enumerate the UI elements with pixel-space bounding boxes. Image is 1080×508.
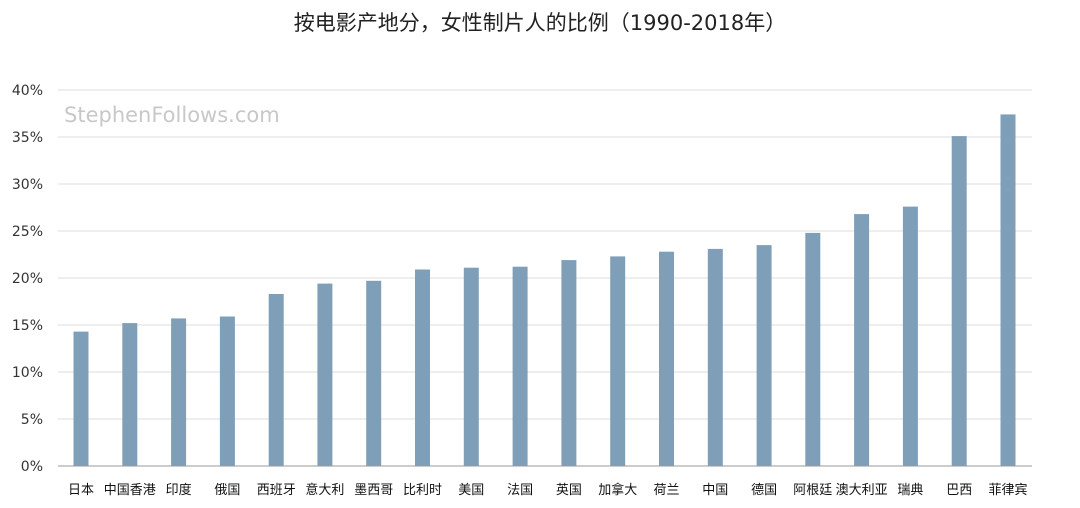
x-axis-categories: 日本 中国香港 印度 俄国 西班牙 意大利 墨西哥 比利时 美国 法国 英国 加拿大 荷兰 中国 德国 阿根廷… xyxy=(68,482,1028,498)
bar xyxy=(1000,114,1016,467)
x-category-label: 比利时 xyxy=(403,483,442,498)
bar xyxy=(756,245,772,466)
bar xyxy=(415,269,430,466)
bar xyxy=(171,318,187,466)
y-tick-label: 35% xyxy=(12,130,43,146)
chart-title: 按电影产地分，女性制片人的比例（1990-2018年） xyxy=(294,11,786,35)
bar xyxy=(73,331,89,466)
y-axis-ticks: 0% 5% 10% 15% 20% 25% 30% 35% 40% xyxy=(12,83,43,475)
x-category-label: 美国 xyxy=(458,483,484,498)
y-tick-label: 20% xyxy=(12,271,43,287)
x-category-label: 澳大利亚 xyxy=(836,482,888,498)
bar xyxy=(951,136,967,466)
gridlines xyxy=(58,89,1032,420)
x-category-label: 加拿大 xyxy=(598,482,637,498)
x-category-label: 西班牙 xyxy=(257,483,296,498)
y-tick-label: 10% xyxy=(12,365,43,381)
bar xyxy=(317,283,333,466)
bars xyxy=(73,114,1016,467)
x-category-label: 印度 xyxy=(166,482,192,498)
y-tick-label: 40% xyxy=(12,83,43,99)
bar xyxy=(122,323,138,466)
y-tick-label: 0% xyxy=(21,459,43,475)
x-category-label: 俄国 xyxy=(214,483,240,498)
y-tick-label: 5% xyxy=(21,412,43,428)
bar xyxy=(659,251,674,466)
x-category-label: 英国 xyxy=(556,483,582,498)
x-category-label: 德国 xyxy=(751,483,777,498)
y-tick-label: 30% xyxy=(12,177,43,193)
bar xyxy=(854,214,870,466)
x-category-label: 阿根廷 xyxy=(793,483,832,498)
bar xyxy=(610,256,626,466)
bar xyxy=(219,316,235,466)
bar xyxy=(512,266,528,466)
bar xyxy=(463,267,479,466)
x-category-label: 日本 xyxy=(68,483,94,498)
bar xyxy=(268,294,284,466)
bar xyxy=(805,232,821,466)
bar xyxy=(902,206,918,466)
x-category-label: 荷兰 xyxy=(653,483,679,498)
bar xyxy=(561,260,577,466)
x-category-label: 中国香港 xyxy=(104,483,156,498)
x-category-label: 巴西 xyxy=(946,483,972,498)
bar xyxy=(366,280,382,466)
bar xyxy=(707,248,723,466)
y-tick-label: 25% xyxy=(12,224,43,240)
x-category-label: 法国 xyxy=(507,483,533,498)
x-category-label: 瑞典 xyxy=(897,483,923,498)
x-category-label: 墨西哥 xyxy=(354,483,393,498)
x-category-label: 中国 xyxy=(702,483,728,498)
x-category-label: 意大利 xyxy=(305,482,344,498)
watermark: StephenFollows.com xyxy=(64,103,280,127)
y-tick-label: 15% xyxy=(12,318,43,334)
x-category-label: 菲律宾 xyxy=(988,482,1027,498)
